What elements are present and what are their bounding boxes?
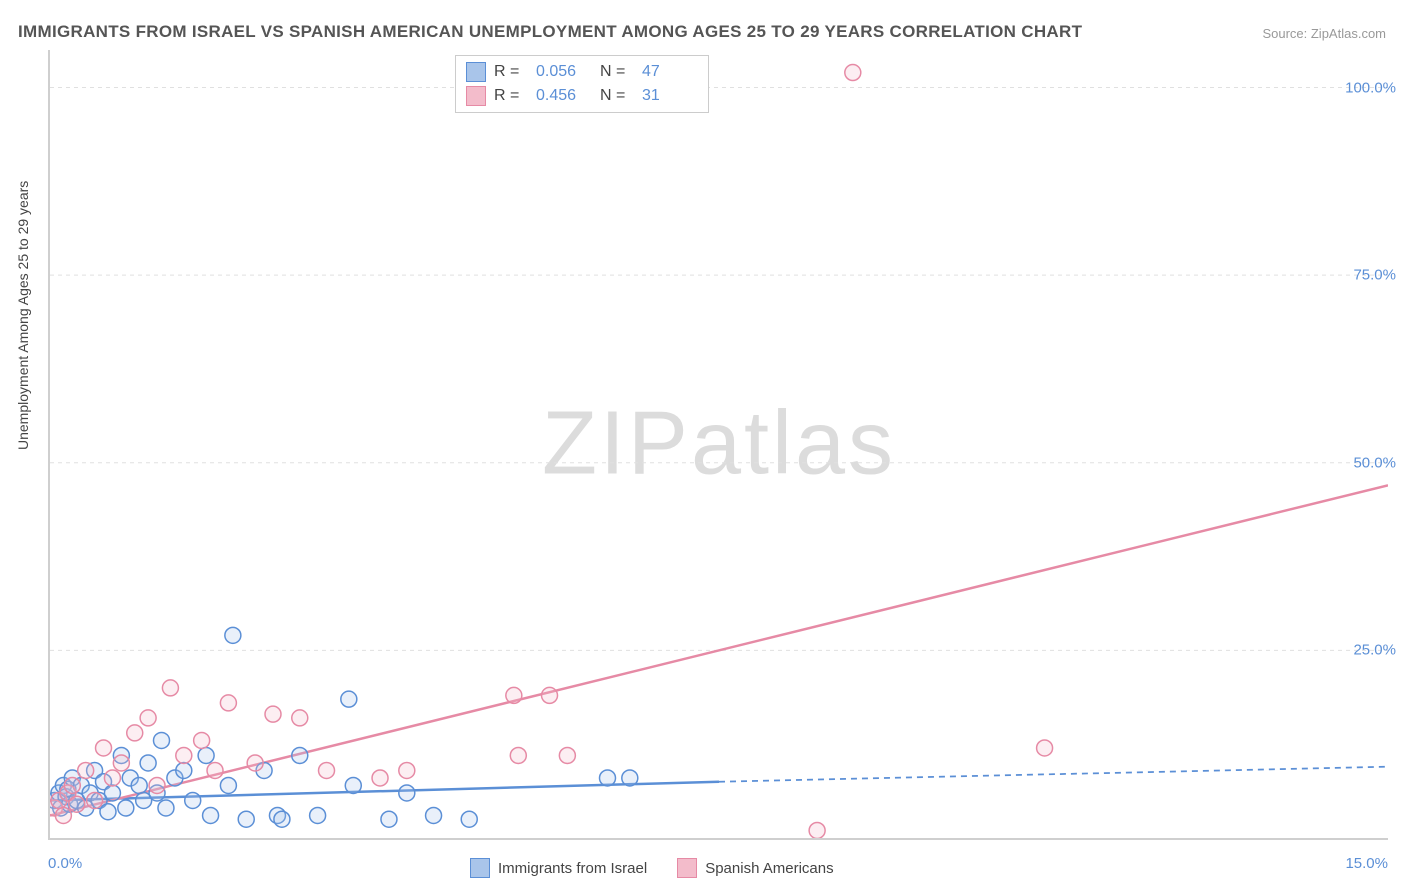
legend-series-swatch-0: [470, 858, 490, 878]
watermark-part2: atlas: [691, 394, 896, 494]
watermark-part1: ZIP: [542, 394, 691, 494]
legend-series-swatch-1: [677, 858, 697, 878]
legend-swatch-0: [466, 62, 486, 82]
watermark: ZIPatlas: [542, 393, 896, 496]
legend-series-label-0: Immigrants from Israel: [498, 860, 647, 877]
n-value-0: 47: [642, 63, 698, 81]
chart-svg: [50, 50, 1388, 838]
n-label: N =: [600, 63, 634, 81]
r-label: R =: [494, 63, 528, 81]
legend-series-label-1: Spanish Americans: [705, 860, 833, 877]
n-label: N =: [600, 87, 634, 105]
legend-series: Immigrants from Israel Spanish Americans: [470, 858, 834, 878]
legend-stats: R = 0.056 N = 47 R = 0.456 N = 31: [455, 55, 709, 113]
x-tick-min: 0.0%: [48, 855, 82, 872]
chart-title: IMMIGRANTS FROM ISRAEL VS SPANISH AMERIC…: [18, 22, 1082, 42]
y-tick-label: 50.0%: [1353, 454, 1396, 471]
n-value-1: 31: [642, 87, 698, 105]
r-value-1: 0.456: [536, 87, 592, 105]
legend-item-0: Immigrants from Israel: [470, 858, 647, 878]
y-axis-label: Unemployment Among Ages 25 to 29 years: [15, 181, 31, 450]
y-tick-label: 25.0%: [1353, 642, 1396, 659]
r-label: R =: [494, 87, 528, 105]
legend-stats-row-1: R = 0.456 N = 31: [466, 84, 698, 108]
legend-item-1: Spanish Americans: [677, 858, 833, 878]
legend-stats-row-0: R = 0.056 N = 47: [466, 60, 698, 84]
source-label: Source: ZipAtlas.com: [1262, 26, 1386, 41]
y-tick-label: 75.0%: [1353, 267, 1396, 284]
r-value-0: 0.056: [536, 63, 592, 81]
y-tick-label: 100.0%: [1345, 79, 1396, 96]
x-tick-max: 15.0%: [1345, 855, 1388, 872]
legend-swatch-1: [466, 86, 486, 106]
plot-area: ZIPatlas: [48, 50, 1388, 840]
